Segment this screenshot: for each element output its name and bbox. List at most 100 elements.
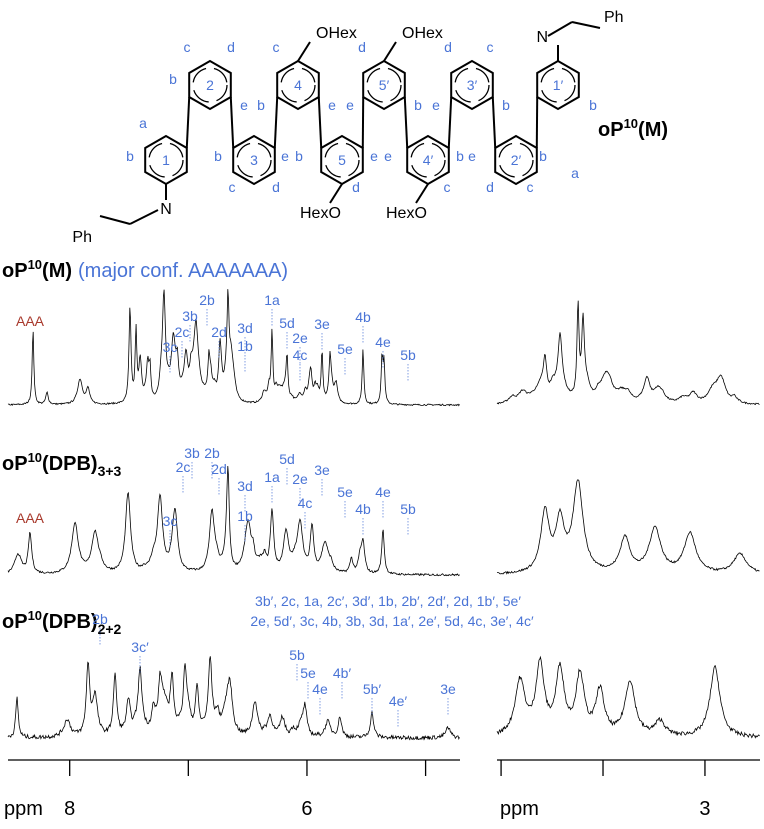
peak-label: 2e: [292, 471, 308, 487]
atom-label: d: [352, 179, 360, 195]
atom-label: b: [257, 97, 265, 113]
substituent: HexO: [300, 205, 341, 222]
atom-label: d: [444, 39, 452, 55]
ring-number: 2′: [511, 152, 522, 168]
peak-label: 4e: [375, 334, 391, 350]
atom-label: e: [281, 148, 289, 164]
peak-label: 1a: [264, 292, 280, 308]
atom-label: e: [468, 148, 476, 164]
peak-label: 1a: [264, 469, 280, 485]
peak-label: 5d: [279, 451, 295, 467]
peak-label: 2c: [176, 459, 191, 475]
peak-label: 2d: [211, 324, 227, 340]
peak-label: 3d: [237, 320, 253, 336]
peak-label: 3b: [182, 308, 198, 324]
peak-label: 4e: [312, 681, 328, 697]
atom-label: a: [571, 165, 579, 181]
ring-number: 1: [162, 152, 170, 168]
atom-label: e: [384, 148, 392, 164]
x-tick-label: 6: [301, 798, 312, 820]
atom-label: b: [169, 71, 177, 87]
substituent: OHex: [402, 25, 443, 42]
peak-label: 4b: [355, 501, 371, 517]
substituent: N: [160, 201, 172, 218]
peak-label: 5b: [289, 647, 305, 663]
peak-label: 5e: [337, 484, 353, 500]
peak-label: 1b: [237, 508, 253, 524]
peak-label: 3e: [440, 681, 456, 697]
spectrum-title: oP10(M)(major conf. AAAAAAA): [2, 257, 288, 282]
axis-unit: ppm: [4, 798, 43, 820]
peak-label: 5b′: [363, 681, 382, 697]
atom-label: b: [126, 148, 134, 164]
atom-label: c: [487, 39, 494, 55]
peak-group: 3b′, 2c, 1a, 2c′, 3d′, 1b, 2b′, 2d′, 2d,…: [255, 593, 521, 609]
ring-number: 5′: [379, 77, 390, 93]
atom-label: d: [358, 39, 366, 55]
peak-label: 2b: [92, 611, 108, 627]
peak-label: 4c: [293, 347, 308, 363]
atom-label: b: [502, 97, 510, 113]
atom-label: e: [370, 148, 378, 164]
atom-label: d: [486, 179, 494, 195]
peak-label: 4b′: [333, 665, 352, 681]
peak-label: 2b: [199, 292, 215, 308]
atom-label: c: [527, 179, 534, 195]
substituent: N: [536, 29, 548, 46]
peak-label: 4b: [355, 309, 371, 325]
atom-label: c: [444, 179, 451, 195]
substituent: HexO: [386, 205, 427, 222]
peak-group: 2e, 5d′, 3c, 4b, 3b, 3d, 1a′, 2e′, 5d, 4…: [250, 613, 534, 629]
peak-label: 3d: [237, 478, 253, 494]
peak-label: 1b: [237, 338, 253, 354]
x-tick-label: 8: [64, 798, 75, 820]
peak-label: 3c: [163, 513, 178, 529]
atom-label: b: [456, 148, 464, 164]
atom-label: e: [432, 97, 440, 113]
peak-label: 5e: [337, 341, 353, 357]
ring-number: 4: [294, 77, 302, 93]
peak-label: 5b: [400, 347, 416, 363]
substituent: Ph: [604, 9, 624, 26]
conformer-label: AAA: [16, 510, 45, 526]
atom-label: e: [240, 97, 248, 113]
atom-label: c: [273, 39, 280, 55]
peak-label: 3c′: [131, 639, 149, 655]
peak-label: 2c: [175, 324, 190, 340]
ring-number: 3′: [467, 77, 478, 93]
axis-unit: ppm: [500, 798, 539, 820]
peak-label: 5d: [279, 315, 295, 331]
ring-number: 4′: [423, 152, 434, 168]
atom-label: b: [414, 97, 422, 113]
peak-label: 5b: [400, 501, 416, 517]
peak-label: 4e′: [389, 693, 408, 709]
atom-label: d: [227, 39, 235, 55]
atom-label: c: [184, 39, 191, 55]
peak-label: 3e: [314, 462, 330, 478]
peak-label: 4e: [375, 484, 391, 500]
atom-label: e: [328, 97, 336, 113]
peak-label: 3c: [163, 339, 178, 355]
peak-label: 2d: [211, 461, 227, 477]
atom-label: b: [539, 148, 547, 164]
ring-number: 3: [250, 152, 258, 168]
ring-number: 1′: [553, 77, 564, 93]
peak-label: 3e: [314, 316, 330, 332]
peak-label: 2b: [204, 445, 220, 461]
atom-label: e: [346, 97, 354, 113]
atom-label: b: [295, 148, 303, 164]
peak-label: 2e: [292, 330, 308, 346]
x-tick-label: 3: [699, 798, 710, 820]
ring-number: 5: [338, 152, 346, 168]
substituent: OHex: [316, 25, 357, 42]
ring-number: 2: [206, 77, 214, 93]
atom-label: a: [139, 115, 147, 131]
conformer-label: AAA: [16, 313, 45, 329]
peak-label: 4c: [298, 495, 313, 511]
substituent: Ph: [72, 229, 92, 246]
atom-label: c: [229, 179, 236, 195]
atom-label: d: [272, 179, 280, 195]
atom-label: b: [589, 97, 597, 113]
atom-label: b: [214, 148, 222, 164]
